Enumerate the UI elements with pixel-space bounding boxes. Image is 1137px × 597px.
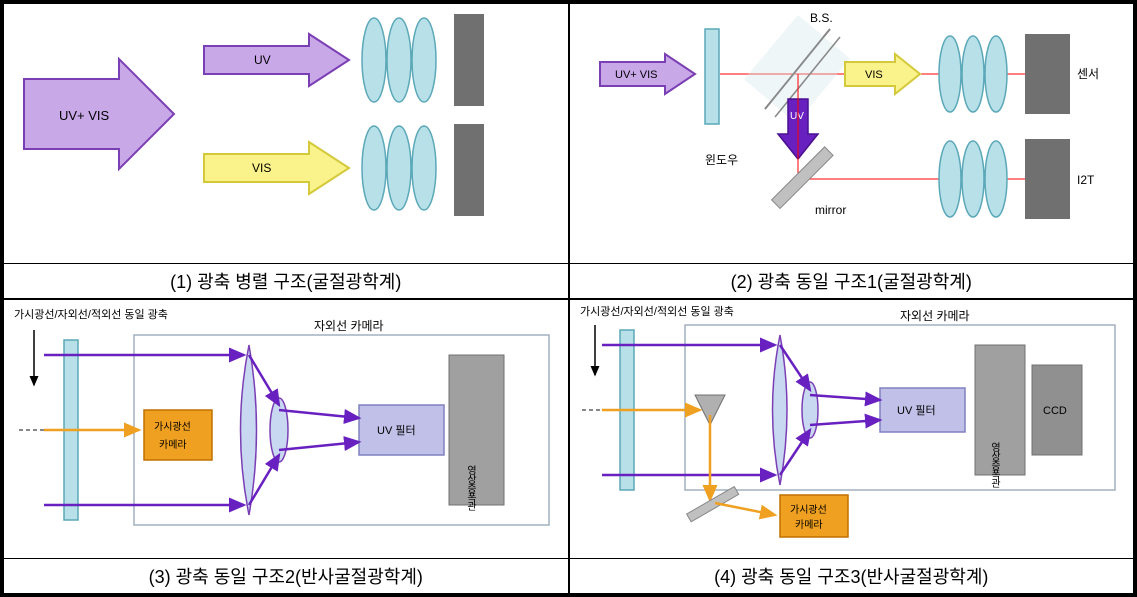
intensifier-label-4: 영상증폭관	[988, 441, 1000, 487]
fold-mirror-4	[686, 486, 738, 521]
top-detector	[454, 14, 484, 106]
vis-arrow-2: VIS	[845, 54, 920, 94]
secondary-lens	[270, 398, 288, 462]
p4-title: 가시광선/자외선/적외선 동일 광축	[580, 304, 734, 318]
panel-3: 가시광선/자외선/적외선 동일 광축 자외선 카메라 가시광선 카메라	[3, 299, 569, 595]
i2t-rect	[1025, 139, 1070, 219]
intensifier-4	[975, 345, 1025, 475]
bottom-detector	[454, 124, 484, 216]
panel-2: UV+ VIS B.S. VIS	[569, 3, 1135, 299]
ray-out-bot-4	[810, 420, 880, 425]
panel-1: UV+ VIS UV VIS	[3, 3, 569, 299]
vis-cam-l2-4: 카메라	[795, 519, 823, 531]
panel-4-svg: 가시광선/자외선/적외선 동일 광축 자외선 카메라 UV 필터	[570, 300, 1134, 540]
vis-cam-l2: 카메라	[159, 439, 187, 451]
uv-cam-label-4: 자외선 카메라	[900, 309, 970, 323]
mirror	[771, 147, 833, 209]
i2t-label: I2T	[1077, 173, 1095, 187]
vis-cam-l1: 가시광선	[154, 421, 191, 433]
uv-vis-label: UV+ VIS	[59, 108, 110, 123]
primary-lens	[241, 345, 257, 515]
uv-label: UV	[254, 53, 271, 67]
uv-arrow: UV	[204, 34, 349, 86]
vis-cam-l1-4: 가시광선	[790, 504, 827, 516]
uv-filter-label-4: UV 필터	[897, 404, 936, 417]
panel-2-caption: (2) 광축 동일 구조1(굴절광학계)	[570, 263, 1134, 298]
vis-arrow: VIS	[204, 142, 349, 194]
bs-label: B.S.	[810, 11, 833, 25]
uv-label-2: UV	[790, 111, 804, 122]
panel-4-caption: (4) 광축 동일 구조3(반사굴절광학계)	[570, 558, 1134, 593]
vis-ray-to-cam	[715, 503, 775, 515]
panel-3-svg: 가시광선/자외선/적외선 동일 광축 자외선 카메라 가시광선 카메라	[4, 300, 568, 540]
vis-label-2: VIS	[865, 69, 883, 81]
window-label: 윈도우	[705, 153, 738, 167]
uvvis-label: UV+ VIS	[615, 69, 658, 81]
panel-1-svg: UV+ VIS UV VIS	[4, 4, 568, 244]
ray-out-bot	[279, 442, 359, 450]
panel-4: 가시광선/자외선/적외선 동일 광축 자외선 카메라 UV 필터	[569, 299, 1135, 595]
uvvis-arrow: UV+ VIS	[600, 54, 695, 94]
ray-out-top-4	[810, 395, 880, 400]
uv-vis-arrow: UV+ VIS	[24, 59, 174, 169]
panel-1-caption: (1) 광축 병렬 구조(굴절광학계)	[4, 263, 568, 298]
panel-2-svg: UV+ VIS B.S. VIS	[570, 4, 1134, 244]
uv-cam-label: 자외선 카메라	[314, 319, 384, 333]
lens-bottom	[939, 141, 1007, 217]
panel-2-diagram: UV+ VIS B.S. VIS	[570, 4, 1134, 263]
ray-out-top	[279, 410, 359, 418]
bottom-lens-group	[362, 126, 436, 210]
intensifier-box	[449, 355, 504, 505]
secondary-4	[802, 382, 818, 438]
ccd-label: CCD	[1043, 405, 1067, 417]
sensor-label: 센서	[1077, 67, 1099, 81]
panel-4-diagram: 가시광선/자외선/적외선 동일 광축 자외선 카메라 UV 필터	[570, 300, 1134, 559]
diagram-grid: UV+ VIS UV VIS	[0, 0, 1137, 597]
mirror-label: mirror	[815, 203, 846, 217]
p3-title: 가시광선/자외선/적외선 동일 광축	[14, 307, 168, 321]
uv-filter-label: UV 필터	[377, 424, 416, 437]
intensifier-label: 영상증폭관	[465, 464, 477, 510]
panel-1-diagram: UV+ VIS UV VIS	[4, 4, 568, 263]
vis-cam-box	[144, 410, 212, 460]
lens-top	[939, 36, 1007, 112]
panel-3-caption: (3) 광축 동일 구조2(반사굴절광학계)	[4, 558, 568, 593]
window-rect	[705, 29, 719, 124]
vis-label: VIS	[252, 161, 271, 175]
sensor-rect	[1025, 34, 1070, 114]
top-lens-group	[362, 18, 436, 102]
panel-3-diagram: 가시광선/자외선/적외선 동일 광축 자외선 카메라 가시광선 카메라	[4, 300, 568, 559]
primary-4	[772, 335, 787, 485]
